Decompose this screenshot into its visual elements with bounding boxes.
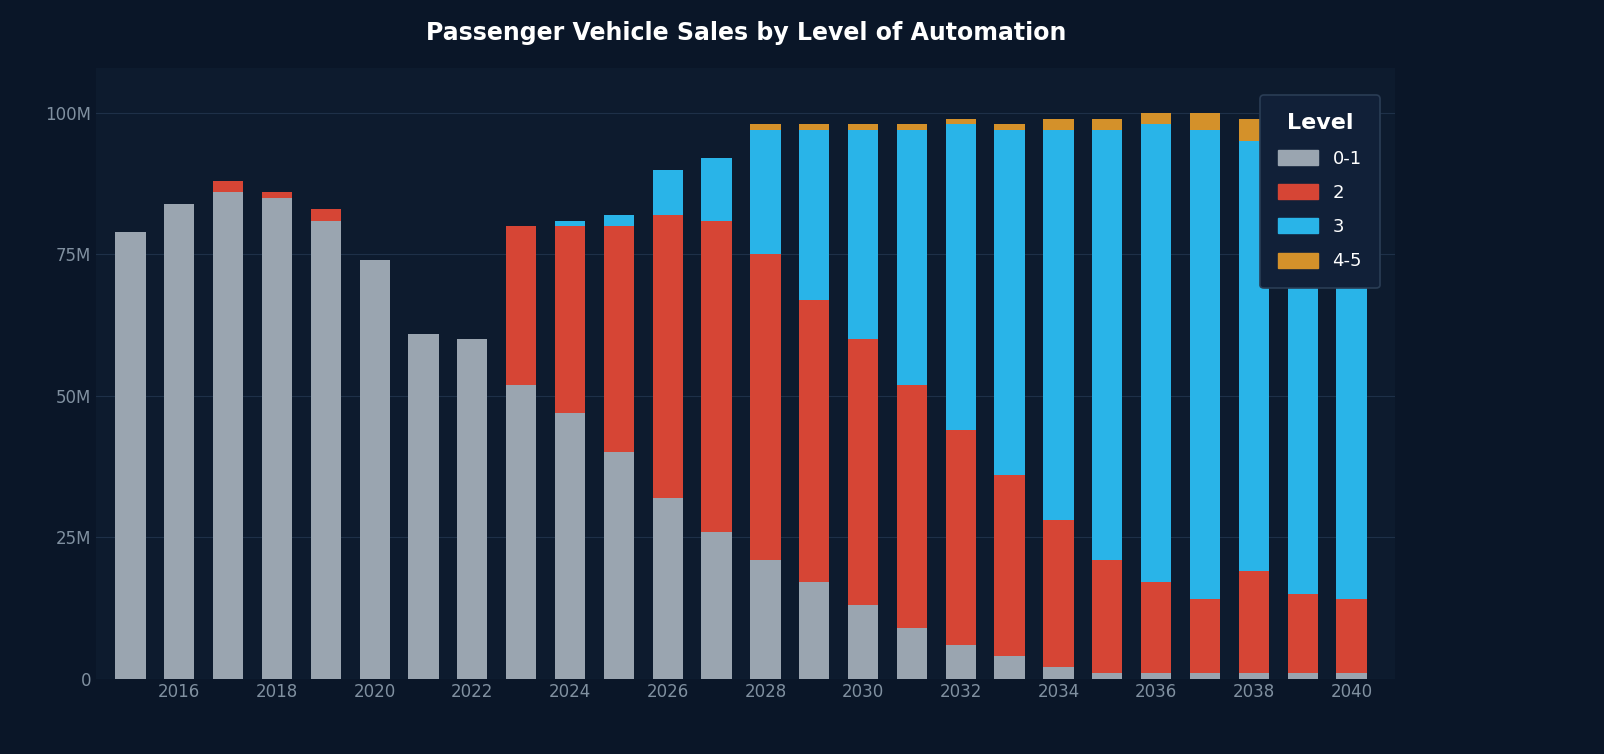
Bar [751, 124, 781, 130]
Bar [751, 559, 781, 679]
Bar [1190, 113, 1221, 130]
Bar [849, 605, 879, 679]
Bar [1238, 572, 1269, 673]
Bar [115, 232, 146, 679]
Bar [164, 204, 194, 679]
Bar [1140, 583, 1171, 673]
Bar [1140, 673, 1171, 679]
Bar [701, 221, 731, 532]
Bar [1238, 142, 1269, 572]
Bar [359, 260, 390, 679]
Bar [1043, 130, 1073, 520]
Bar [555, 413, 585, 679]
Bar [897, 130, 927, 385]
Bar [946, 430, 975, 645]
Bar [994, 475, 1025, 656]
Bar [897, 124, 927, 130]
Bar [1190, 130, 1221, 599]
Bar [213, 181, 244, 192]
Bar [994, 130, 1025, 475]
Bar [1190, 599, 1221, 673]
Bar [849, 124, 879, 130]
Bar [603, 452, 634, 679]
Legend: 0-1, 2, 3, 4-5: 0-1, 2, 3, 4-5 [1261, 95, 1379, 288]
Bar [751, 255, 781, 559]
Bar [1043, 667, 1073, 679]
Bar [1336, 119, 1367, 147]
Bar [505, 226, 536, 385]
Bar [1238, 673, 1269, 679]
Bar [1288, 673, 1318, 679]
Bar [1336, 673, 1367, 679]
Bar [994, 124, 1025, 130]
Bar [946, 645, 975, 679]
Bar [946, 119, 975, 124]
Bar [897, 627, 927, 679]
Bar [603, 226, 634, 452]
Bar [1336, 147, 1367, 599]
Bar [409, 334, 438, 679]
Bar [261, 198, 292, 679]
Bar [653, 170, 683, 215]
Bar [849, 339, 879, 605]
Bar [555, 226, 585, 413]
Bar [555, 221, 585, 226]
Bar [946, 124, 975, 430]
Bar [1140, 113, 1171, 124]
Bar [1043, 119, 1073, 130]
Title: Passenger Vehicle Sales by Level of Automation: Passenger Vehicle Sales by Level of Auto… [425, 21, 1067, 45]
Bar [1288, 594, 1318, 673]
Bar [1238, 119, 1269, 142]
Bar [1092, 130, 1123, 559]
Bar [1092, 673, 1123, 679]
Bar [457, 339, 488, 679]
Bar [701, 158, 731, 221]
Bar [799, 300, 829, 583]
Bar [311, 210, 342, 221]
Bar [653, 498, 683, 679]
Bar [701, 532, 731, 679]
Bar [897, 385, 927, 627]
Bar [1092, 119, 1123, 130]
Bar [1190, 673, 1221, 679]
Bar [653, 215, 683, 498]
Bar [213, 192, 244, 679]
Bar [311, 221, 342, 679]
Bar [1288, 130, 1318, 594]
Bar [799, 583, 829, 679]
Bar [1288, 113, 1318, 130]
Bar [1140, 124, 1171, 583]
Bar [799, 124, 829, 130]
Bar [505, 385, 536, 679]
Bar [1092, 559, 1123, 673]
Bar [1336, 599, 1367, 673]
Bar [1043, 520, 1073, 667]
Bar [994, 656, 1025, 679]
Bar [261, 192, 292, 198]
Bar [751, 130, 781, 255]
Bar [849, 130, 879, 339]
Bar [603, 215, 634, 226]
Bar [799, 130, 829, 300]
